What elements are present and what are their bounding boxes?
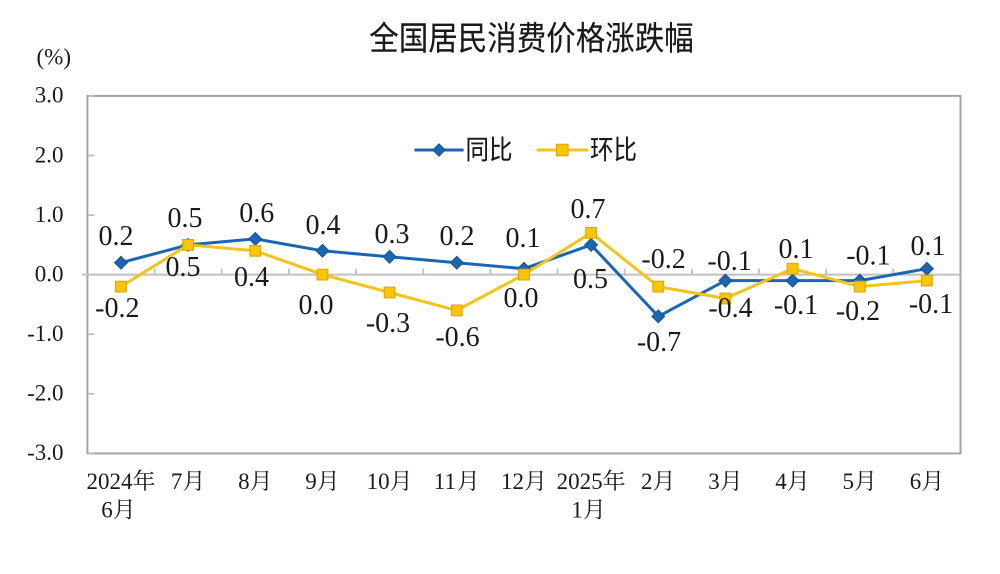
svg-text:0.1: 0.1	[779, 234, 814, 265]
svg-text:-0.1: -0.1	[707, 246, 751, 277]
svg-text:0.0: 0.0	[504, 283, 539, 314]
svg-text:0.0: 0.0	[299, 290, 334, 321]
svg-text:8: 8	[238, 469, 250, 494]
svg-text:-0.3: -0.3	[366, 308, 410, 339]
svg-text:6: 6	[910, 469, 922, 494]
svg-text:(%): (%)	[37, 45, 71, 70]
svg-text:0.5: 0.5	[166, 252, 201, 283]
svg-text:-0.1: -0.1	[909, 289, 953, 320]
svg-text:2: 2	[641, 469, 653, 494]
svg-text:-0.4: -0.4	[708, 293, 752, 324]
svg-text:10: 10	[367, 469, 390, 494]
svg-text:0.4: 0.4	[234, 262, 269, 293]
svg-text:1.0: 1.0	[35, 202, 64, 227]
svg-text:7: 7	[171, 469, 183, 494]
svg-text:3: 3	[708, 469, 720, 494]
svg-text:0.5: 0.5	[168, 203, 203, 234]
svg-text:-3.0: -3.0	[27, 440, 63, 465]
svg-text:-0.6: -0.6	[435, 322, 479, 353]
svg-text:0.1: 0.1	[911, 231, 946, 262]
svg-text:0.0: 0.0	[35, 261, 64, 286]
svg-text:12: 12	[501, 469, 524, 494]
svg-text:-0.1: -0.1	[846, 241, 890, 272]
svg-text:0.2: 0.2	[99, 221, 134, 252]
svg-text:0.4: 0.4	[306, 210, 341, 241]
svg-text:-0.7: -0.7	[637, 327, 681, 358]
svg-text:0.5: 0.5	[573, 264, 608, 295]
svg-text:-2.0: -2.0	[27, 381, 63, 406]
svg-text:0.1: 0.1	[506, 223, 541, 254]
svg-text:-1.0: -1.0	[27, 321, 63, 346]
svg-text:4: 4	[775, 469, 787, 494]
svg-text:2.0: 2.0	[35, 142, 64, 167]
svg-text:0.7: 0.7	[571, 194, 606, 225]
svg-text:-0.2: -0.2	[641, 244, 685, 275]
svg-text:9: 9	[305, 469, 317, 494]
svg-text:-0.1: -0.1	[774, 290, 818, 321]
svg-text:0.2: 0.2	[440, 221, 475, 252]
svg-text:0.6: 0.6	[239, 198, 274, 229]
svg-text:-0.2: -0.2	[95, 293, 139, 324]
svg-text:1: 1	[571, 498, 583, 523]
svg-text:3.0: 3.0	[35, 83, 64, 108]
svg-text:-0.2: -0.2	[836, 296, 880, 327]
svg-text:0.3: 0.3	[375, 219, 410, 250]
svg-text:11: 11	[434, 469, 456, 494]
svg-text:2025: 2025	[557, 469, 603, 494]
svg-text:5: 5	[843, 469, 855, 494]
svg-text:6: 6	[101, 498, 113, 523]
svg-text:2024: 2024	[87, 469, 134, 494]
